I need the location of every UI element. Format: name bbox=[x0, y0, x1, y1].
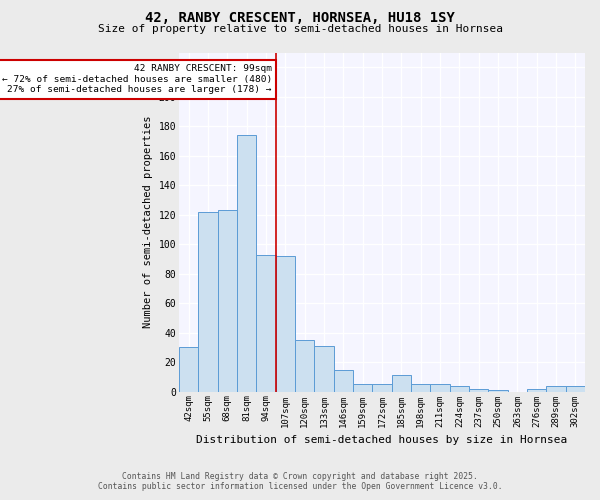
Text: Contains HM Land Registry data © Crown copyright and database right 2025.
Contai: Contains HM Land Registry data © Crown c… bbox=[98, 472, 502, 491]
Bar bbox=[430, 384, 449, 392]
Bar bbox=[469, 388, 488, 392]
Bar bbox=[392, 376, 411, 392]
Bar bbox=[373, 384, 392, 392]
Y-axis label: Number of semi-detached properties: Number of semi-detached properties bbox=[143, 116, 153, 328]
Bar bbox=[353, 384, 373, 392]
Text: 42 RANBY CRESCENT: 99sqm
← 72% of semi-detached houses are smaller (480)
27% of : 42 RANBY CRESCENT: 99sqm ← 72% of semi-d… bbox=[2, 64, 272, 94]
Bar bbox=[547, 386, 566, 392]
Bar bbox=[256, 254, 275, 392]
X-axis label: Distribution of semi-detached houses by size in Hornsea: Distribution of semi-detached houses by … bbox=[196, 435, 568, 445]
Bar bbox=[275, 256, 295, 392]
Bar bbox=[295, 340, 314, 392]
Bar bbox=[411, 384, 430, 392]
Bar bbox=[488, 390, 508, 392]
Bar bbox=[314, 346, 334, 392]
Bar bbox=[237, 135, 256, 392]
Bar bbox=[527, 388, 547, 392]
Bar bbox=[566, 386, 585, 392]
Text: 42, RANBY CRESCENT, HORNSEA, HU18 1SY: 42, RANBY CRESCENT, HORNSEA, HU18 1SY bbox=[145, 11, 455, 25]
Bar bbox=[334, 370, 353, 392]
Bar bbox=[218, 210, 237, 392]
Bar bbox=[179, 348, 198, 392]
Text: Size of property relative to semi-detached houses in Hornsea: Size of property relative to semi-detach… bbox=[97, 24, 503, 34]
Bar bbox=[449, 386, 469, 392]
Bar bbox=[198, 212, 218, 392]
